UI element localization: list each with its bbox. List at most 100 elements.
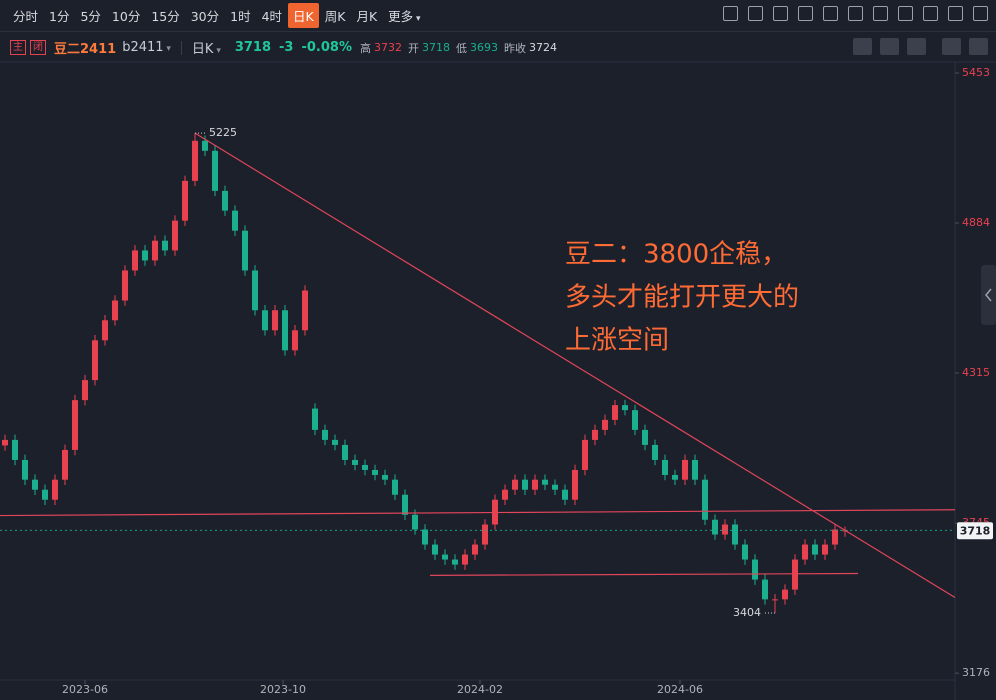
candle-body	[382, 474, 388, 480]
candle-body	[722, 524, 728, 535]
tool[interactable]	[948, 6, 963, 21]
candle-body	[712, 519, 718, 535]
stat-label: 昨收	[503, 41, 526, 55]
y-tick-label: 3176	[962, 666, 990, 679]
candle-body	[522, 479, 528, 490]
drawing-tools	[723, 6, 988, 21]
stat-value: 3732	[373, 41, 402, 54]
period-tab[interactable]: 周K	[324, 9, 346, 24]
collapse-tab[interactable]	[981, 265, 996, 325]
period-tab[interactable]: 15分	[151, 9, 180, 24]
period-tab[interactable]: 10分	[111, 9, 141, 24]
candle-body	[132, 250, 138, 271]
button[interactable]	[942, 38, 961, 55]
candle-body	[72, 400, 78, 450]
candle-body	[102, 320, 108, 341]
candle-body	[542, 479, 548, 485]
candle-body	[262, 310, 268, 331]
candle-body	[702, 479, 708, 520]
more-menu[interactable]: 更多	[383, 3, 425, 28]
tool[interactable]	[848, 6, 863, 21]
change: -3	[279, 40, 294, 55]
candle-body	[282, 310, 288, 351]
tool[interactable]	[798, 6, 813, 21]
candle-body	[812, 544, 818, 555]
x-tick-label: 2024-06	[657, 683, 703, 696]
max-label: 5225	[209, 126, 237, 139]
y-tick-label: 4315	[962, 366, 990, 379]
candle-body	[402, 494, 408, 515]
candle-body	[502, 489, 508, 500]
candle-body	[362, 464, 368, 470]
candle-body	[662, 459, 668, 475]
candle-body	[272, 310, 278, 331]
candle-body	[452, 559, 458, 565]
period-tab[interactable]: 1时	[230, 9, 251, 24]
candle-body	[762, 579, 768, 600]
candle-body	[2, 439, 8, 446]
period-tab[interactable]: 日K	[288, 3, 319, 28]
badge: 闭	[30, 40, 46, 55]
candle-body	[602, 419, 608, 430]
tool[interactable]	[923, 6, 938, 21]
candle-body	[322, 429, 328, 440]
candle-body	[612, 405, 618, 420]
candle-body	[482, 524, 488, 545]
x-tick-label: 2023-06	[62, 683, 108, 696]
candle-body	[12, 439, 18, 460]
tool[interactable]	[873, 6, 888, 21]
candle-body	[372, 469, 378, 475]
tool[interactable]	[773, 6, 788, 21]
symbol: 豆二2411	[54, 42, 117, 57]
candle-body	[212, 150, 218, 191]
collapse-arrow	[985, 288, 992, 302]
candle-body	[292, 330, 298, 351]
period-tab[interactable]: 5分	[80, 9, 101, 24]
candle-body	[582, 439, 588, 470]
button[interactable]	[880, 38, 899, 55]
candle-body	[392, 479, 398, 495]
price-tag-label: 3718	[960, 524, 991, 537]
tool[interactable]	[898, 6, 913, 21]
candle-body	[222, 190, 228, 211]
stat-value: 3693	[469, 41, 498, 54]
candle-body	[182, 180, 188, 221]
candle-body	[92, 340, 98, 381]
badge: 主	[10, 40, 26, 55]
period-tab[interactable]: 月K	[356, 9, 378, 24]
candle-body	[162, 240, 168, 251]
separator	[180, 40, 182, 55]
candle-body	[42, 489, 48, 500]
candle-body	[122, 270, 128, 301]
candle-body	[622, 405, 628, 411]
period-tab[interactable]: 分时	[13, 9, 39, 24]
tool[interactable]	[723, 6, 738, 21]
period-tab[interactable]: 4时	[261, 9, 283, 24]
stat-value: 3718	[421, 41, 450, 54]
tool[interactable]	[973, 6, 988, 21]
period-tab[interactable]: 1分	[49, 9, 70, 24]
candle-body	[352, 459, 358, 465]
button[interactable]	[907, 38, 926, 55]
contract-code[interactable]: b2411	[122, 40, 171, 55]
candle-body	[732, 524, 738, 545]
button[interactable]	[853, 38, 872, 55]
candle-body	[782, 589, 788, 600]
candle-body	[242, 230, 248, 271]
candle-body	[142, 250, 148, 261]
button[interactable]	[969, 38, 988, 55]
x-tick-label: 2023-10	[260, 683, 306, 696]
period[interactable]: 日K	[192, 38, 221, 57]
candle-body	[572, 469, 578, 500]
tool[interactable]	[748, 6, 763, 21]
annotation: 上涨空间	[565, 326, 669, 356]
candle-body	[652, 444, 658, 460]
tool[interactable]	[823, 6, 838, 21]
x-tick-label: 2024-02	[457, 683, 503, 696]
candle-body	[792, 559, 798, 590]
period-tab[interactable]: 30分	[190, 9, 220, 24]
candle-body	[342, 444, 348, 460]
candle-body	[232, 210, 238, 231]
change-pct: -0.08%	[301, 40, 352, 55]
